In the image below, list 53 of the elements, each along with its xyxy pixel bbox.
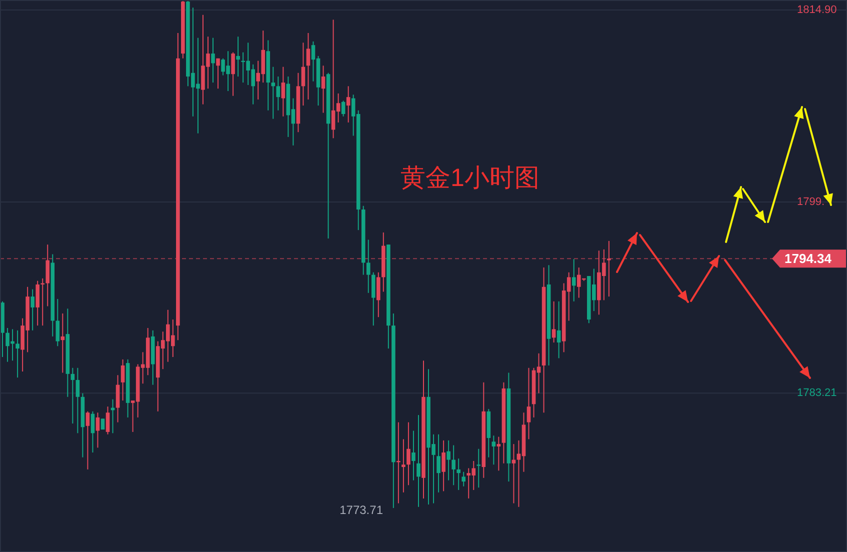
candlestick xyxy=(446,440,450,481)
candlestick xyxy=(36,280,40,326)
candlestick xyxy=(16,330,20,378)
candlestick xyxy=(366,239,370,294)
candlestick xyxy=(346,86,350,123)
candlestick xyxy=(236,36,240,78)
text: 黄金1小时图 xyxy=(400,164,540,192)
candlestick xyxy=(607,240,611,298)
candlestick xyxy=(402,438,406,493)
candlestick xyxy=(60,312,65,374)
candlestick xyxy=(56,298,60,347)
candlestick xyxy=(371,272,376,326)
candlestick xyxy=(442,440,446,492)
candlestick xyxy=(476,448,481,488)
candlestick xyxy=(70,367,75,424)
candlestick xyxy=(46,244,50,307)
candlestick xyxy=(412,430,416,481)
candlestick xyxy=(281,66,286,117)
candlestick xyxy=(376,272,380,318)
candlestick xyxy=(116,374,120,423)
candlestick xyxy=(231,52,235,96)
candlestick xyxy=(86,410,90,470)
candlestick xyxy=(306,32,310,100)
candlestick xyxy=(120,358,125,402)
candlestick xyxy=(271,66,276,120)
candlestick xyxy=(276,76,280,111)
candlestick xyxy=(496,436,501,472)
candlestick xyxy=(556,300,561,359)
candlestick xyxy=(321,65,326,114)
candlestick xyxy=(30,288,34,331)
annotation: 1773.71 xyxy=(340,503,384,517)
candlestick xyxy=(106,406,110,435)
candlestick xyxy=(211,37,215,84)
candlestick xyxy=(552,300,556,343)
candlestick xyxy=(96,412,100,448)
candlestick xyxy=(526,367,531,440)
candlestick xyxy=(572,258,576,302)
candlestick xyxy=(341,100,346,117)
candlestick xyxy=(436,434,440,493)
candlestick xyxy=(90,410,95,454)
candlestick xyxy=(452,444,456,486)
y-tick-label: 1799. xyxy=(797,196,825,208)
candlestick xyxy=(462,471,466,487)
ref-line-label: 1794.34 xyxy=(784,251,832,266)
candlestick xyxy=(456,458,460,490)
candlestick xyxy=(301,42,306,106)
candlestick xyxy=(492,435,496,466)
candlestick xyxy=(406,422,410,486)
candlestick xyxy=(76,367,80,434)
candlestick xyxy=(216,58,220,90)
y-tick-label: 1783.21 xyxy=(797,387,837,400)
y-tick-label: 1814.90 xyxy=(797,4,837,16)
candlestick xyxy=(416,414,420,508)
